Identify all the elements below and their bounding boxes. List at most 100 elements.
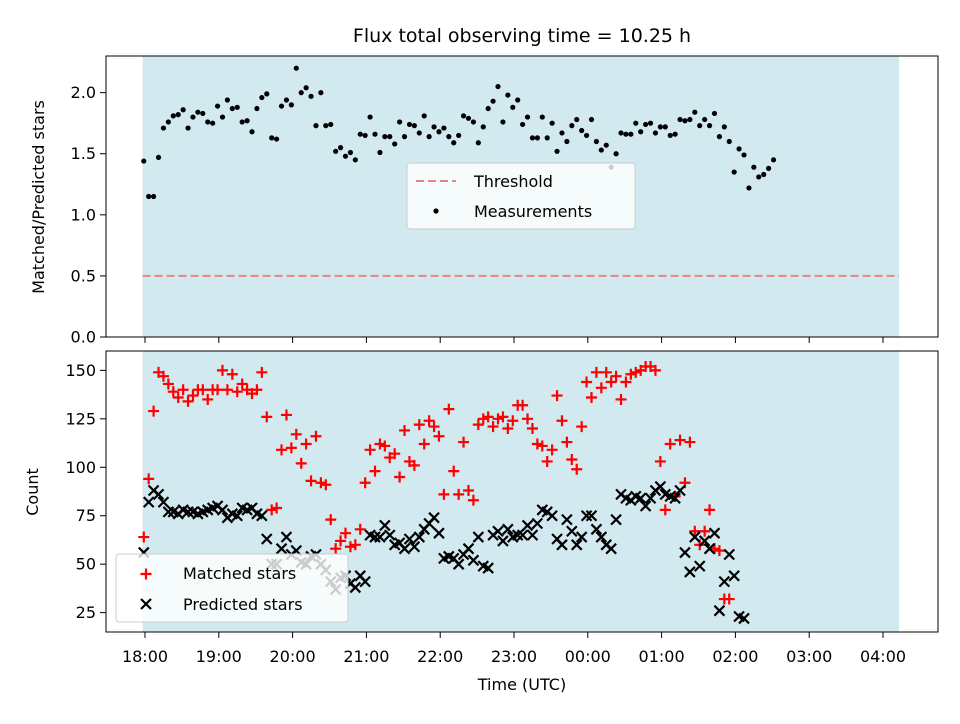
- measurement-point: [564, 138, 570, 145]
- measurement-point: [392, 141, 398, 147]
- predicted-stars-point: [556, 539, 568, 551]
- measurement-point: [288, 102, 294, 108]
- measurement-point: [141, 158, 147, 164]
- matched-stars-point: [251, 384, 263, 396]
- measurement-point: [421, 113, 427, 119]
- measurement-point: [431, 124, 437, 130]
- bottom-legend-box: [115, 553, 349, 623]
- matched-stars-point: [536, 440, 548, 452]
- measurement-point: [219, 114, 226, 120]
- predicted-stars-point: [580, 509, 593, 522]
- top-panel: 0.0 0.5 1.0 1.5 2.0 Flux total observing tim…: [29, 25, 939, 347]
- predicted-stars-point: [408, 540, 421, 553]
- predicted-stars-point: [723, 548, 736, 561]
- predicted-stars-point: [718, 575, 731, 588]
- measurement-point: [692, 109, 698, 115]
- top-plot-frame: [105, 55, 939, 338]
- chart-title: Flux total observing time = 10.25 h: [353, 25, 691, 47]
- measurement-point: [362, 132, 368, 139]
- measurement-point: [677, 116, 683, 123]
- matched-stars-point: [256, 366, 268, 378]
- matched-stars-point: [202, 393, 214, 405]
- predicted-stars-point: [698, 535, 711, 547]
- measurement-point: [333, 148, 339, 154]
- measurement-point: [401, 134, 408, 140]
- measurement-point: [731, 169, 737, 175]
- measurement-point: [579, 127, 585, 134]
- xtick-label: 22:00: [417, 647, 463, 666]
- measurement-point: [195, 109, 201, 115]
- measurement-point: [638, 129, 644, 135]
- measurement-point: [554, 148, 560, 154]
- predicted-stars-point: [383, 529, 396, 541]
- measurement-point: [259, 94, 265, 101]
- predicted-stars-point: [575, 531, 588, 543]
- measurement-point: [397, 119, 403, 125]
- matched-stars-point: [221, 384, 233, 396]
- predicted-stars-point: [162, 506, 175, 518]
- matched-stars-point: [502, 423, 514, 435]
- measurement-point: [318, 90, 324, 96]
- predicted-stars-point: [570, 539, 583, 551]
- measurement-point: [569, 123, 575, 129]
- measurement-point: [588, 116, 595, 123]
- predicted-stars-point: [689, 531, 701, 543]
- matched-stars-point: [226, 368, 238, 380]
- measurement-point: [180, 107, 186, 113]
- predicted-stars-point: [275, 542, 288, 555]
- matched-stars-point: [526, 423, 538, 435]
- bottom-ytick-label: 150: [65, 361, 96, 380]
- legend-matched-marker: [140, 568, 152, 580]
- measurement-point: [308, 93, 314, 99]
- measurement-point: [451, 140, 457, 146]
- matched-stars-point: [517, 399, 529, 411]
- matched-stars-point: [443, 403, 455, 415]
- measurement-point: [534, 135, 540, 141]
- matched-stars-point: [148, 405, 160, 417]
- measurement-point: [264, 91, 270, 97]
- predicted-stars-point: [359, 575, 371, 588]
- predicted-stars-point: [403, 533, 416, 545]
- predicted-stars-point: [497, 535, 509, 547]
- matched-stars-point: [507, 415, 519, 427]
- matched-stars-point: [595, 382, 607, 394]
- matched-stars-point: [339, 527, 351, 539]
- predicted-stars-point: [142, 496, 155, 508]
- matched-stars-point: [344, 541, 356, 553]
- bottom-ytick-label: 100: [65, 458, 96, 477]
- matched-stars-point: [566, 454, 578, 466]
- predicted-stars-point: [452, 558, 465, 570]
- matched-stars-point: [453, 488, 465, 500]
- matched-stars-point: [522, 413, 534, 425]
- measurement-point: [210, 120, 216, 126]
- matched-stars-point: [330, 543, 342, 555]
- measurement-point: [387, 134, 393, 140]
- measurement-point: [254, 105, 260, 112]
- matched-stars-point: [571, 463, 583, 475]
- measurement-point: [406, 121, 413, 128]
- measurement-point: [234, 104, 240, 110]
- matched-stars-point: [295, 457, 307, 469]
- matched-stars-point: [354, 523, 366, 535]
- measurement-point: [574, 116, 580, 123]
- bottom-ytick-label: 50: [76, 555, 96, 574]
- matched-stars-point: [625, 368, 637, 380]
- matched-stars-point: [266, 504, 278, 516]
- matched-stars-point: [482, 411, 494, 423]
- predicted-stars-point: [216, 504, 229, 516]
- predicted-stars-point: [467, 554, 480, 567]
- matched-stars-point: [300, 438, 312, 450]
- predicted-stars-point: [369, 531, 381, 543]
- measurement-point: [146, 193, 152, 200]
- matched-stars-point: [325, 514, 337, 526]
- legend-matched-swatch: [140, 568, 152, 580]
- predicted-stars-point: [502, 523, 514, 536]
- measurement-point: [175, 112, 181, 118]
- matched-stars-point: [182, 395, 194, 407]
- predicted-stars-point: [566, 525, 578, 538]
- measurement-point: [249, 129, 255, 135]
- matched-stars-point: [290, 428, 302, 440]
- measurement-point: [328, 121, 334, 128]
- xtick-label: 23:00: [491, 647, 537, 666]
